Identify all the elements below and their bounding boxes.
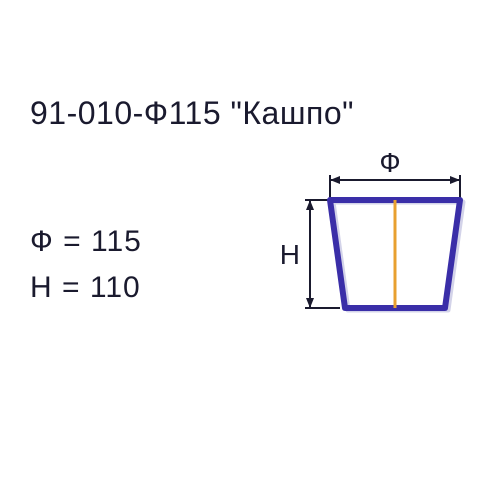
- trapezoid-shadow: [333, 202, 463, 310]
- dimensions-block: Ф = 115 Н = 110: [30, 225, 142, 317]
- phi-label: Ф: [379, 150, 400, 178]
- h-label: Н: [280, 239, 300, 270]
- drawing-svg: Ф Н: [270, 150, 480, 350]
- product-title: 91-010-Ф115 "Кашпо": [30, 95, 354, 132]
- h-dimension: Н = 110: [30, 271, 142, 305]
- technical-diagram: Ф Н: [270, 150, 480, 350]
- phi-dimension: Ф = 115: [30, 225, 142, 259]
- phi-dimension-line: Ф: [330, 150, 460, 198]
